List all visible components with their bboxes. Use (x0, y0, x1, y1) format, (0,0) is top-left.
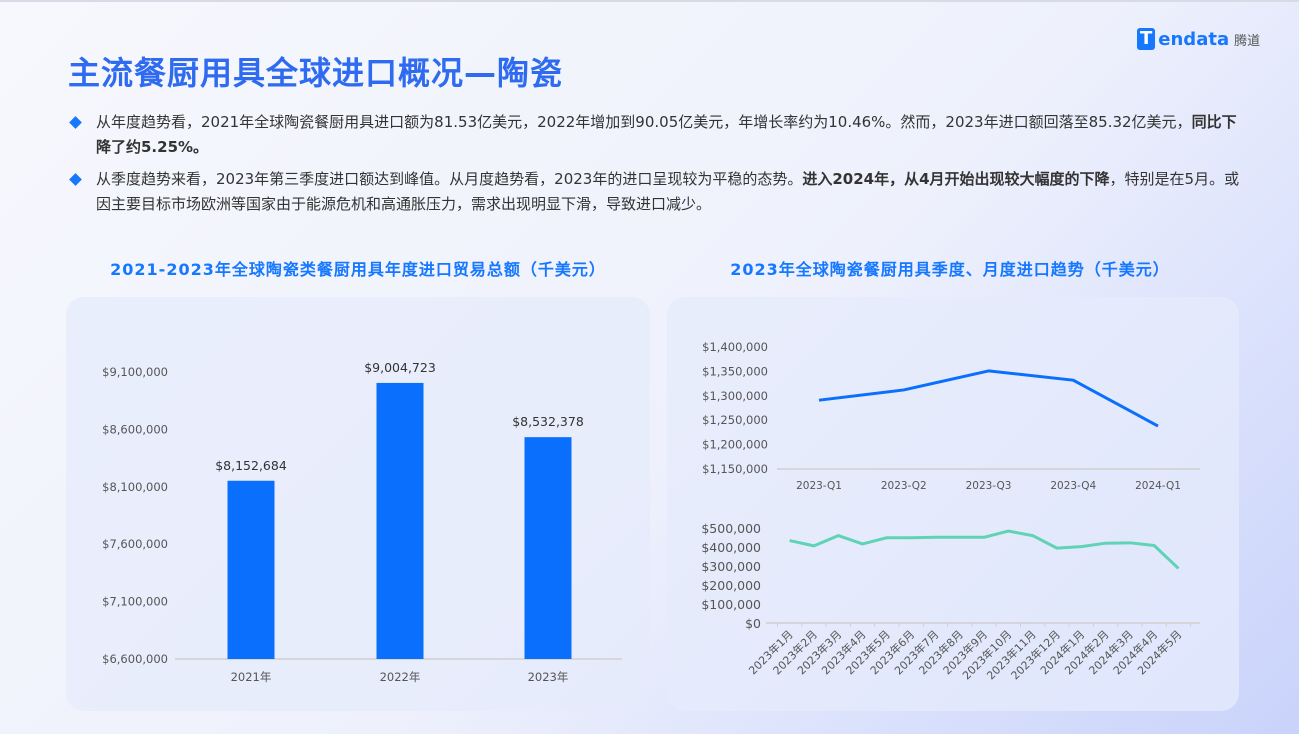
x-tick-label: 2024-Q1 (1135, 480, 1181, 492)
y-tick-label: $200,000 (701, 578, 761, 593)
y-tick-label: $0 (745, 616, 761, 631)
x-tick-label: 2022年 (380, 670, 421, 684)
bar (227, 480, 275, 659)
data-label: $8,152,684 (215, 458, 287, 473)
y-tick-label: $300,000 (701, 559, 761, 574)
y-tick-label: $9,100,000 (102, 365, 168, 379)
text: 从年度趋势看，2021年全球陶瓷餐厨用具进口额为81.53亿美元，2022年增加… (96, 113, 1192, 131)
line-chart-title: 2023年全球陶瓷餐厨用具季度、月度进口趋势（千美元） (730, 260, 1170, 279)
bullet-item: 从年度趋势看，2021年全球陶瓷餐厨用具进口额为81.53亿美元，2022年增加… (68, 110, 1248, 160)
summary-bullets: 从年度趋势看，2021年全球陶瓷餐厨用具进口额为81.53亿美元，2022年增加… (68, 110, 1248, 224)
y-tick-label: $1,250,000 (702, 413, 768, 427)
logo-mark: T (1137, 28, 1156, 50)
top-border (0, 0, 1299, 2)
x-tick-label: 2023-Q4 (1050, 480, 1096, 492)
quarterly-series-line (818, 369, 1159, 428)
logo-cn: 腾道 (1234, 33, 1261, 49)
x-tick-label: 2023-Q2 (881, 480, 927, 492)
y-tick-label: $1,300,000 (702, 389, 768, 403)
x-tick-label: 2023年 (528, 670, 569, 684)
bar (376, 382, 424, 659)
y-tick-label: $1,200,000 (702, 438, 768, 452)
data-label: $8,532,378 (512, 414, 584, 429)
y-tick-label: $1,350,000 (702, 364, 768, 378)
bold-text: 同比下降了约5.25%。 (96, 113, 1237, 156)
bullet-item: 从季度趋势来看，2023年第三季度进口额达到峰值。从月度趋势看，2023年的进口… (68, 167, 1248, 217)
text: ，特别是在5月。或因主要目标市场欧洲等国家由于能源危机和高通胀压力，需求出现明显… (96, 170, 1240, 213)
line-chart-panel (667, 297, 1239, 711)
y-tick-label: $100,000 (701, 597, 761, 612)
y-tick-label: $6,600,000 (102, 652, 168, 666)
bar-chart-title: 2021-2023年全球陶瓷类餐厨用具年度进口贸易总额（千美元） (110, 260, 606, 279)
bar (524, 437, 572, 659)
bold-text: 进入2024年，从4月开始出现较大幅度的下降 (802, 170, 1110, 188)
y-tick-label: $7,100,000 (102, 595, 168, 609)
page-title: 主流餐厨用具全球进口概况—陶瓷 (68, 54, 564, 92)
y-tick-label: $7,600,000 (102, 537, 168, 551)
logo-word: endata (1158, 28, 1230, 50)
y-tick-label: $8,100,000 (102, 480, 168, 494)
y-tick-label: $500,000 (701, 521, 761, 536)
y-tick-label: $1,400,000 (702, 340, 768, 354)
tendata-logo: T endata 腾道 (1137, 28, 1260, 50)
x-tick-label: 2023-Q3 (966, 480, 1012, 492)
monthly-series-line (789, 529, 1180, 570)
y-tick-label: $8,600,000 (102, 422, 168, 436)
data-label: $9,004,723 (364, 360, 436, 375)
y-tick-label: $400,000 (701, 540, 761, 555)
text: 从季度趋势来看，2023年第三季度进口额达到峰值。从月度趋势看，2023年的进口… (96, 170, 803, 188)
x-tick-label: 2023-Q1 (796, 480, 842, 492)
x-tick-label: 2021年 (231, 670, 272, 684)
y-tick-label: $1,150,000 (702, 462, 768, 476)
